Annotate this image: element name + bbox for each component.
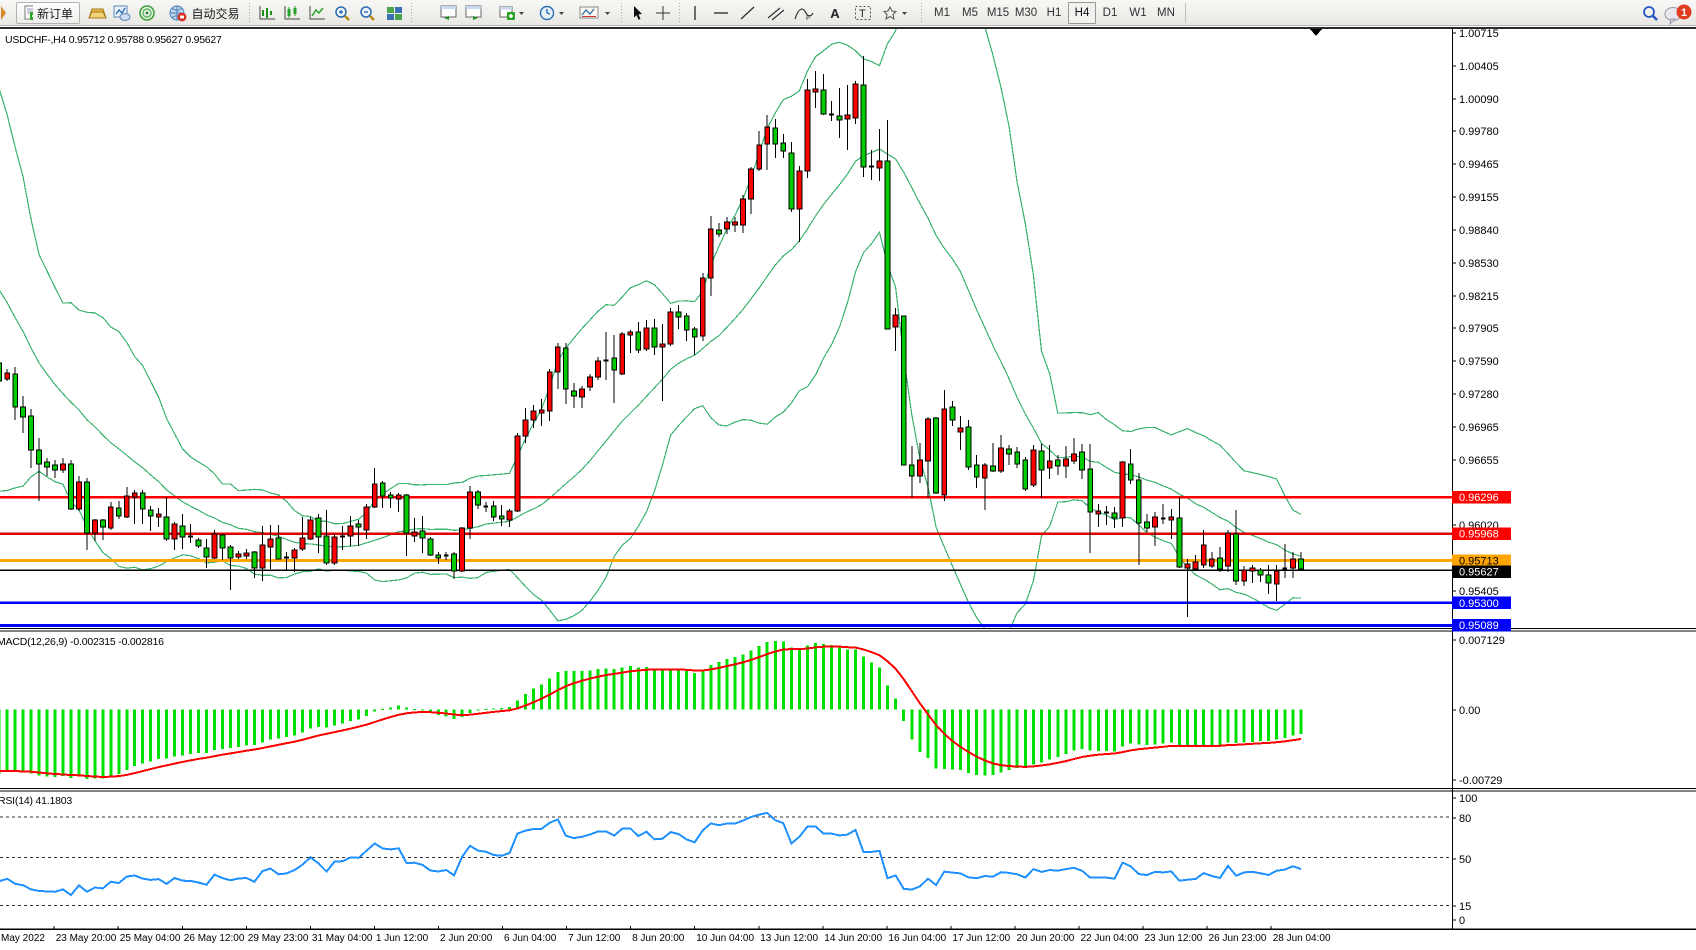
svg-text:0.96965: 0.96965: [1459, 422, 1499, 434]
svg-text:23 Jun 12:00: 23 Jun 12:00: [1145, 933, 1203, 944]
svg-text:29 May 23:00: 29 May 23:00: [248, 933, 309, 944]
svg-text:23 May 20:00: 23 May 20:00: [56, 933, 117, 944]
svg-text:31 May 04:00: 31 May 04:00: [312, 933, 373, 944]
svg-text:26 May 12:00: 26 May 12:00: [184, 933, 245, 944]
svg-text:0.99465: 0.99465: [1459, 159, 1499, 171]
svg-text:0.00: 0.00: [1459, 705, 1480, 717]
svg-text:1: 1: [1681, 7, 1687, 19]
svg-text:T: T: [859, 8, 866, 20]
svg-text:1.00715: 1.00715: [1459, 28, 1499, 40]
svg-text:80: 80: [1459, 813, 1471, 825]
svg-text:0.97280: 0.97280: [1459, 389, 1499, 401]
svg-text:2 Jun 20:00: 2 Jun 20:00: [440, 933, 493, 944]
svg-text:0.007129: 0.007129: [1459, 635, 1505, 647]
svg-text:10 Jun 04:00: 10 Jun 04:00: [696, 933, 754, 944]
svg-text:0.96296: 0.96296: [1459, 492, 1499, 504]
svg-text:1.00090: 1.00090: [1459, 94, 1499, 106]
svg-text:1 Jun 12:00: 1 Jun 12:00: [376, 933, 429, 944]
svg-text:0.98840: 0.98840: [1459, 225, 1499, 237]
svg-text:0.95405: 0.95405: [1459, 586, 1499, 598]
svg-text:0.99780: 0.99780: [1459, 126, 1499, 138]
svg-text:28 Jun 04:00: 28 Jun 04:00: [1273, 933, 1331, 944]
svg-text:RSI(14) 41.1803: RSI(14) 41.1803: [0, 795, 72, 807]
svg-text:15: 15: [1459, 901, 1471, 913]
svg-text:7 Jun 12:00: 7 Jun 12:00: [568, 933, 621, 944]
svg-text:6 Jun 04:00: 6 Jun 04:00: [504, 933, 557, 944]
svg-text:MACD(12,26,9) -0.002315 -0.002: MACD(12,26,9) -0.002315 -0.002816: [0, 636, 164, 648]
svg-text:26 Jun 23:00: 26 Jun 23:00: [1209, 933, 1267, 944]
svg-text:0.95968: 0.95968: [1459, 529, 1499, 541]
svg-text:0.95300: 0.95300: [1459, 598, 1499, 610]
svg-text:-0.00729: -0.00729: [1459, 775, 1502, 787]
svg-text:0.95627: 0.95627: [1459, 567, 1499, 579]
svg-text:0.99155: 0.99155: [1459, 192, 1499, 204]
svg-text:0.95713: 0.95713: [1459, 556, 1499, 568]
svg-text:0.97590: 0.97590: [1459, 356, 1499, 368]
svg-text:50: 50: [1459, 854, 1471, 866]
svg-text:May 2022: May 2022: [1, 933, 45, 944]
svg-text:13 Jun 12:00: 13 Jun 12:00: [760, 933, 818, 944]
svg-text:F: F: [806, 15, 810, 21]
svg-text:14 Jun 20:00: 14 Jun 20:00: [824, 933, 882, 944]
svg-text:20 Jun 20:00: 20 Jun 20:00: [1017, 933, 1075, 944]
svg-text:0.98215: 0.98215: [1459, 291, 1499, 303]
svg-text:17 Jun 12:00: 17 Jun 12:00: [952, 933, 1010, 944]
svg-text:0.98530: 0.98530: [1459, 258, 1499, 270]
svg-text:25 May 04:00: 25 May 04:00: [120, 933, 181, 944]
svg-text:0: 0: [1459, 915, 1465, 927]
svg-text:0.96655: 0.96655: [1459, 455, 1499, 467]
svg-text:0.97905: 0.97905: [1459, 323, 1499, 335]
svg-text:22 Jun 04:00: 22 Jun 04:00: [1081, 933, 1139, 944]
svg-text:0.95089: 0.95089: [1459, 620, 1499, 632]
svg-text:USDCHF-,H4 0.95712 0.95788 0.: USDCHF-,H4 0.95712 0.95788 0.95627 0.956…: [5, 34, 222, 46]
svg-text:8 Jun 20:00: 8 Jun 20:00: [632, 933, 685, 944]
svg-text:1.00405: 1.00405: [1459, 61, 1499, 73]
svg-text:16 Jun 04:00: 16 Jun 04:00: [888, 933, 946, 944]
svg-text:100: 100: [1459, 793, 1477, 805]
